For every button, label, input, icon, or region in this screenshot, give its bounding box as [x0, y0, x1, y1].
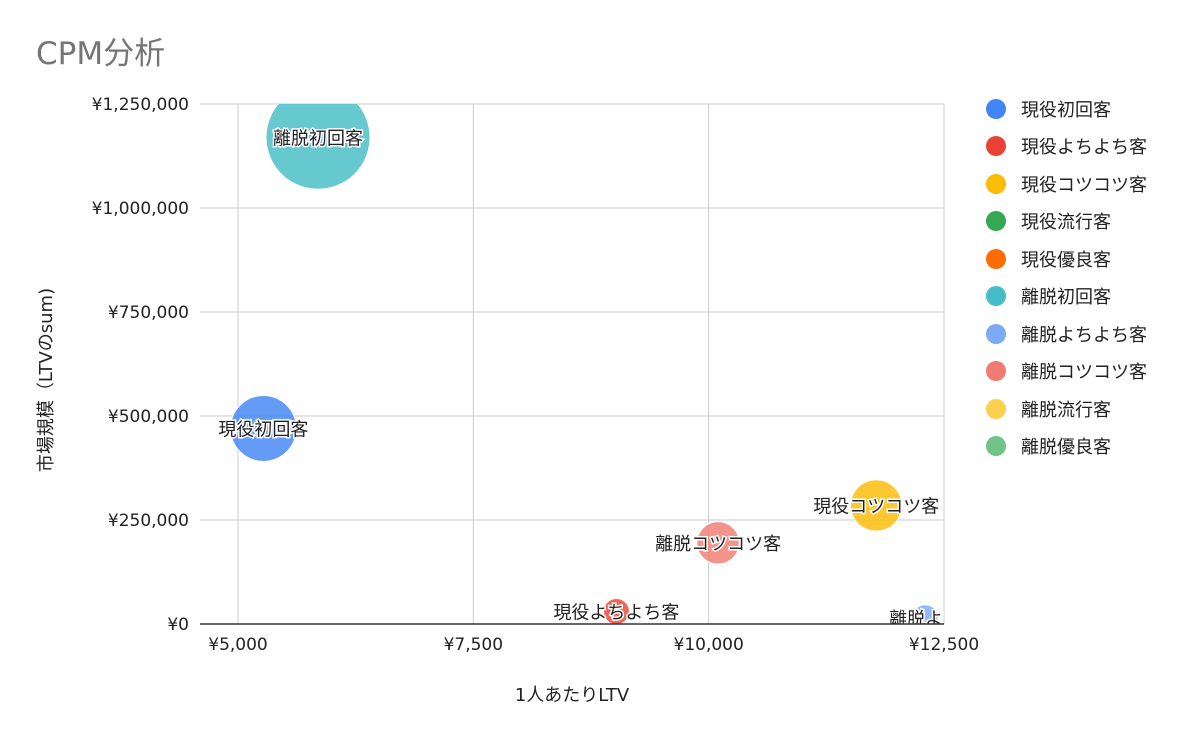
- legend-item[interactable]: 現役初回客: [986, 90, 1147, 128]
- grid-lines: [200, 103, 945, 624]
- legend-swatch: [986, 136, 1006, 157]
- legend: 現役初回客現役よちよち客 現役コツコツ客 現役流行客現役優良客離脱初回客離脱よちよち…: [986, 90, 1147, 465]
- legend-label: 離脱流行客: [1021, 399, 1111, 421]
- legend-label: 離脱コツコツ客: [1021, 362, 1147, 384]
- legend-swatch: [986, 398, 1006, 419]
- bubble-label: 離脱コツコツ客: [655, 534, 781, 555]
- legend-label: 現役流行客: [1021, 212, 1111, 234]
- legend-swatch: [986, 323, 1006, 344]
- y-tick-label: ¥0: [167, 615, 189, 635]
- y-axis-label: 市場規模（LTVのsum): [36, 288, 57, 472]
- legend-item[interactable]: 離脱よちよち客: [986, 315, 1147, 353]
- bubble-label: 離脱初回客: [273, 128, 363, 149]
- legend-label: 離脱初回客: [1021, 287, 1111, 309]
- bubble-label: 現役よちよち客: [553, 603, 679, 624]
- bubble-label: 現役コツコツ客: [813, 496, 939, 517]
- legend-item[interactable]: 離脱初回客: [986, 278, 1147, 316]
- bubble: [265, 104, 371, 190]
- y-tick-label: ¥500,000: [108, 407, 189, 427]
- bubbles: [229, 104, 939, 624]
- legend-label: 現役よちよち客: [1021, 137, 1147, 159]
- legend-swatch: [986, 211, 1006, 232]
- legend-swatch: [986, 361, 1006, 382]
- legend-swatch: [986, 248, 1006, 269]
- legend-item[interactable]: 離脱優良客: [986, 428, 1147, 466]
- y-tick-label: ¥1,000,000: [92, 199, 189, 219]
- y-tick-label: ¥1,250,000: [92, 95, 189, 115]
- bubble: [229, 395, 297, 462]
- chart-title: CPM分析: [36, 36, 166, 72]
- x-tick-label: ¥10,000: [674, 635, 744, 655]
- y-tick-label: ¥750,000: [108, 303, 189, 323]
- legend-swatch: [986, 286, 1006, 307]
- bubble: [696, 521, 740, 565]
- legend-item[interactable]: 離脱コツコツ客: [986, 353, 1147, 391]
- legend-label: 現役初回客: [1021, 99, 1111, 121]
- legend-label: 離脱よちよち客: [1021, 324, 1147, 346]
- bubble-label: 離脱よち: [889, 609, 961, 630]
- legend-item[interactable]: 現役よちよち客: [986, 128, 1147, 166]
- x-axis-label: 1人あたりLTV: [515, 685, 630, 706]
- x-tick-label: ¥5,000: [208, 635, 267, 655]
- bubble: [850, 479, 903, 532]
- legend-item[interactable]: 現役コツコツ客: [986, 165, 1147, 203]
- legend-swatch: [986, 98, 1006, 119]
- x-tick-label: ¥7,500: [444, 635, 503, 655]
- x-tick-label: ¥12,500: [909, 635, 979, 655]
- legend-swatch: [986, 436, 1006, 457]
- bubble: [911, 604, 939, 624]
- bubble-label: 現役初回客: [218, 419, 308, 440]
- legend-item[interactable]: 現役流行客: [986, 203, 1147, 241]
- legend-item[interactable]: 現役優良客: [986, 240, 1147, 278]
- legend-label: 現役コツコツ客: [1021, 174, 1147, 196]
- legend-item[interactable]: 離脱流行客: [986, 390, 1147, 428]
- legend-label: 現役優良客: [1021, 249, 1111, 271]
- legend-label: 離脱優良客: [1021, 437, 1111, 459]
- bubble: [602, 598, 630, 624]
- legend-swatch: [986, 173, 1006, 194]
- tick-labels: ¥0 ¥250,000 ¥500,000 ¥750,000 ¥1,000,000 ¥1,2…: [92, 95, 980, 655]
- y-tick-label: ¥250,000: [108, 511, 189, 531]
